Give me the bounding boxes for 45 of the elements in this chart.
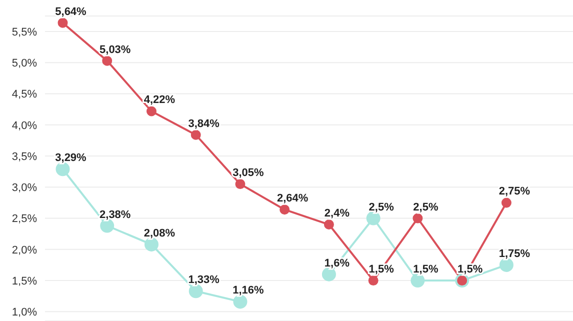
y-tick-label: 4,0% (12, 120, 38, 132)
point (233, 294, 248, 309)
y-tick-label: 1,0% (12, 306, 38, 319)
y-tick-label: 3,5% (12, 150, 38, 163)
point (322, 267, 336, 282)
point (102, 56, 112, 66)
data-label: 4,22% (144, 94, 176, 106)
y-tick-label: 2,5% (12, 213, 38, 226)
data-label: 2,5% (413, 201, 438, 214)
data-label: 1,16% (232, 284, 264, 297)
point (235, 179, 246, 190)
point (501, 198, 512, 208)
data-label: 2,08% (144, 227, 176, 240)
y-tick-label: 3,0% (12, 182, 38, 194)
point (324, 220, 334, 230)
data-label: 1,5% (413, 264, 438, 276)
y-tick-label: 1,5% (12, 275, 38, 288)
point (190, 130, 201, 140)
y-tick-label: 2,0% (12, 244, 38, 256)
data-label: 2,75% (498, 186, 530, 198)
data-label: 3,84% (188, 118, 220, 130)
point (280, 204, 290, 215)
data-label: 1,33% (188, 274, 220, 286)
y-tick-label: 4,5% (12, 88, 38, 101)
data-label: 3,05% (232, 167, 264, 180)
point (146, 106, 156, 116)
point (188, 284, 203, 298)
data-label: 3,29% (55, 152, 87, 164)
y-tick-label: 5,5% (12, 26, 38, 38)
point (499, 258, 514, 272)
data-label: 2,38% (100, 208, 131, 221)
point (368, 276, 378, 286)
point (56, 162, 70, 176)
data-label: 5,64% (55, 6, 87, 18)
y-tick-label: 5,0% (12, 58, 38, 70)
data-label: 5,03% (100, 44, 131, 56)
point (410, 274, 425, 288)
point (58, 18, 68, 28)
point (412, 213, 423, 224)
data-label: 2,5% (368, 201, 394, 214)
point (366, 211, 380, 226)
data-label: 2,4% (324, 208, 350, 220)
data-label: 1,75% (498, 248, 530, 260)
data-label: 1,6% (324, 257, 350, 270)
data-label: 2,64% (276, 192, 308, 205)
